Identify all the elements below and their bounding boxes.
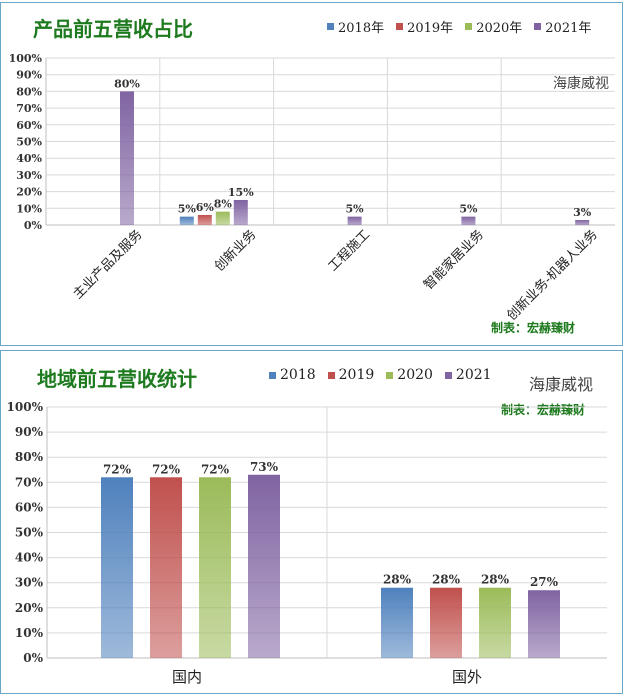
y-tick-label: 30% — [15, 576, 44, 590]
data-label: 5% — [346, 203, 365, 216]
bar — [233, 199, 248, 225]
data-label: 72% — [201, 462, 230, 476]
y-tick-label: 50% — [16, 136, 42, 149]
legend-item-2021: 2021年 — [534, 17, 591, 36]
data-label: 3% — [573, 206, 592, 219]
legend-label: 2020年 — [476, 21, 523, 36]
y-tick-label: 10% — [15, 626, 44, 640]
legend-label: 2018 — [280, 367, 316, 383]
data-label: 28% — [432, 573, 461, 587]
data-label: 6% — [196, 201, 215, 214]
x-category-label: 创新业务 — [211, 227, 259, 275]
legend-item-2018: 2018 — [269, 367, 316, 383]
region-chart-svg: 0% 10% 20% 30% 40% 50% 60% 70% 80% 90% 100% 72% 72% 7… — [7, 400, 607, 686]
legend-item-2019: 2019 — [327, 367, 375, 383]
credit-label: 制表：宏赫臻财 — [491, 321, 576, 335]
bar — [575, 219, 590, 225]
x-category-label: 创新业务-机器人业务 — [504, 227, 601, 324]
x-category-label: 工程施工 — [326, 227, 373, 274]
y-tick-label: 90% — [16, 69, 42, 82]
legend-item-2020: 2020 — [386, 367, 433, 383]
data-label: 15% — [228, 186, 254, 199]
y-tick-label: 70% — [15, 475, 44, 489]
bar — [248, 474, 280, 658]
y-tick-label: 90% — [15, 425, 44, 439]
y-tick-label: 20% — [16, 186, 42, 199]
bar — [479, 587, 511, 658]
bar — [461, 216, 476, 225]
data-label: 5% — [178, 203, 197, 216]
data-label: 73% — [250, 460, 279, 474]
legend-item-2021: 2021 — [444, 367, 492, 383]
y-tick-label: 100% — [9, 52, 43, 65]
y-tick-label: 80% — [15, 450, 44, 464]
legend-label: 2018年 — [338, 21, 385, 36]
data-label: 72% — [103, 462, 132, 476]
legend-label: 2021 — [455, 367, 492, 383]
legend-swatch — [444, 371, 452, 379]
y-tick-label: 100% — [7, 400, 44, 414]
legend-label: 2019 — [338, 367, 375, 383]
data-label: 8% — [214, 198, 233, 211]
product-chart-svg: 0% 10% 20% 30% 40% 50% 60% 70% 80% 90% 100% 80% 主业产品… — [9, 52, 615, 324]
y-tick-label: 60% — [15, 500, 44, 514]
bar — [381, 587, 413, 658]
y-tick-label: 70% — [16, 102, 42, 115]
watermark: 海康威视 — [529, 375, 594, 394]
y-tick-label: 50% — [15, 526, 44, 540]
y-tick-label: 0% — [23, 651, 43, 665]
y-tick-label: 0% — [24, 219, 43, 232]
x-category-label: 智能家居业务 — [420, 227, 486, 293]
data-label: 28% — [383, 573, 412, 587]
legend-swatch — [327, 371, 335, 379]
x-category-label: 国外 — [452, 668, 482, 686]
y-tick-label: 80% — [16, 85, 42, 98]
x-category-label: 国内 — [172, 668, 202, 686]
bar — [150, 477, 182, 658]
bar — [347, 216, 362, 225]
legend-swatch — [327, 23, 334, 30]
legend-item-2020: 2020年 — [465, 17, 522, 36]
bar — [528, 590, 560, 658]
chart-legend: 2018 2019 2020 2021 — [269, 367, 492, 383]
product-revenue-chart-panel: 产品前五营收占比 2018年 2019年 2020年 2021年 海康威视 制表… — [0, 2, 623, 346]
legend-swatch — [396, 23, 404, 30]
bar — [430, 587, 462, 658]
region-revenue-chart-panel: 地域前五营收统计 2018 2019 2020 2021 海康威视 制表：宏赫臻… — [0, 350, 623, 694]
bar — [101, 477, 133, 658]
y-tick-label: 40% — [16, 152, 42, 165]
data-label: 5% — [459, 203, 478, 216]
legend-swatch — [465, 23, 473, 30]
legend-swatch — [534, 23, 542, 30]
bar — [179, 216, 194, 225]
bar — [120, 91, 134, 226]
bar — [215, 211, 230, 225]
watermark: 海康威视 — [553, 76, 609, 92]
chart-title: 产品前五营收占比 — [33, 17, 193, 41]
y-tick-label: 20% — [15, 601, 44, 615]
bar — [197, 214, 212, 225]
legend-swatch — [269, 371, 276, 379]
data-label: 72% — [152, 462, 181, 476]
y-tick-label: 30% — [16, 169, 42, 182]
legend-label: 2019年 — [407, 21, 454, 36]
legend-item-2019: 2019年 — [396, 17, 453, 36]
legend-label: 2020 — [397, 367, 433, 383]
y-tick-label: 40% — [15, 551, 44, 565]
y-tick-label: 10% — [16, 202, 42, 215]
chart-title: 地域前五营收统计 — [37, 367, 197, 391]
bar — [199, 477, 231, 658]
chart-legend: 2018年 2019年 2020年 2021年 — [327, 17, 591, 36]
x-category-label: 主业产品及服务 — [70, 227, 146, 303]
data-label: 28% — [481, 573, 510, 587]
data-label: 80% — [114, 77, 140, 90]
data-label: 27% — [530, 575, 559, 589]
y-tick-label: 60% — [16, 119, 42, 132]
legend-item-2018: 2018年 — [327, 17, 384, 36]
legend-swatch — [386, 371, 394, 379]
legend-label: 2021年 — [545, 21, 592, 36]
